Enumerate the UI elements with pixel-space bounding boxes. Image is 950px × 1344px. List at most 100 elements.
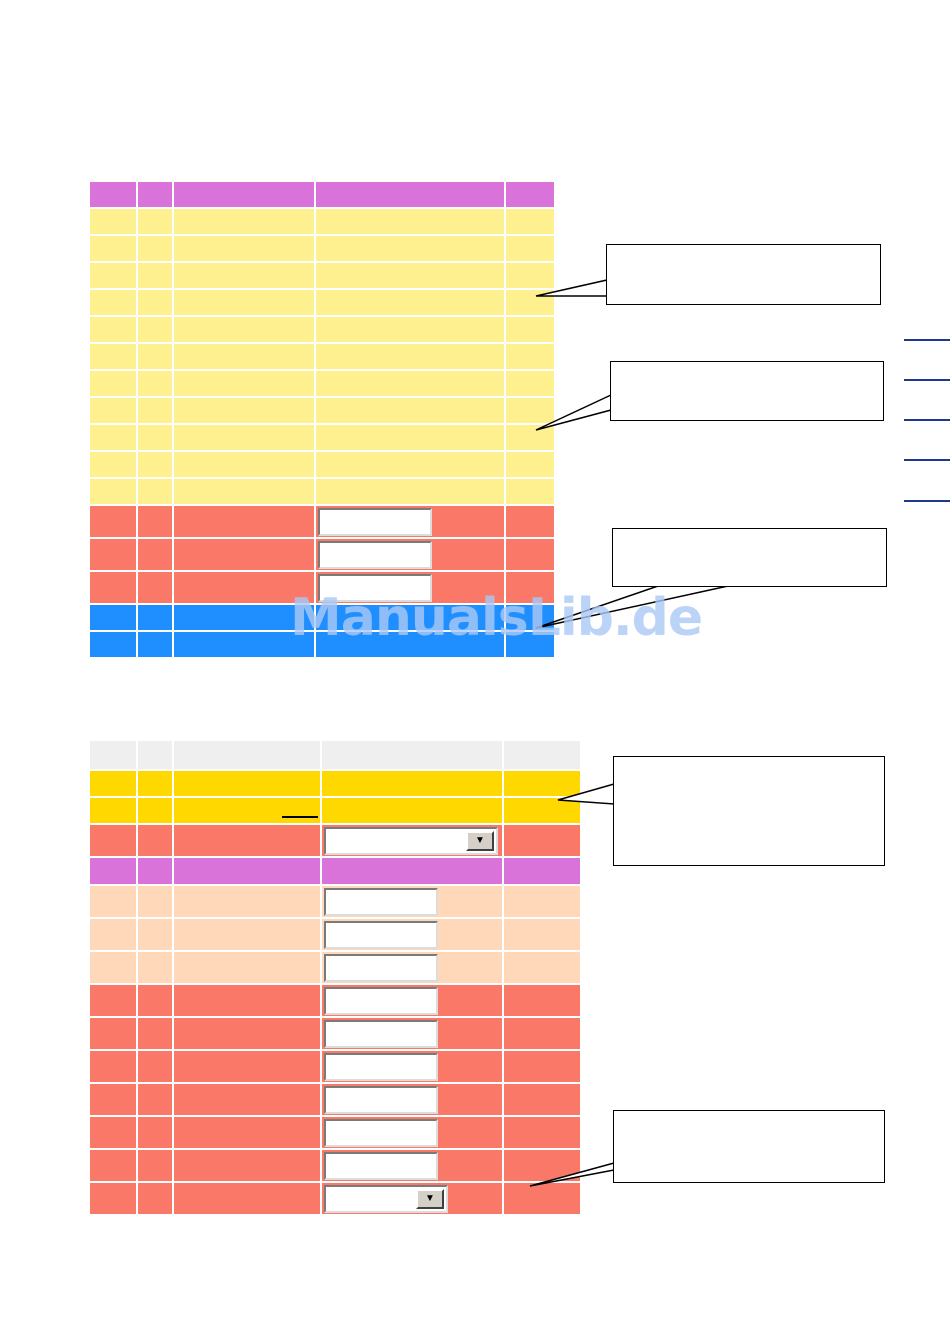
- text-input[interactable]: [318, 540, 432, 569]
- table-row: [88, 504, 556, 539]
- table-cell: [136, 477, 174, 506]
- table-row: [88, 1016, 582, 1051]
- callout-pointer-4: [557, 783, 615, 805]
- side-link-1[interactable]: [904, 339, 950, 341]
- table-cell: [88, 603, 138, 632]
- table-cell: [314, 288, 506, 317]
- table-cell: [504, 234, 556, 263]
- table-cell: [314, 504, 506, 539]
- text-input[interactable]: [324, 953, 438, 982]
- callout-box-2: [610, 361, 884, 421]
- table-cell: [88, 477, 138, 506]
- table-cell: [172, 423, 316, 452]
- table-cell: [172, 823, 322, 858]
- table-cell: [504, 537, 556, 572]
- table-cell: [88, 983, 138, 1018]
- side-link-5[interactable]: [904, 500, 950, 502]
- table-cell: [136, 917, 174, 952]
- callout-box-4: [613, 756, 885, 866]
- table-cell: [172, 504, 316, 539]
- table-cell: [172, 261, 316, 290]
- table-row: [88, 315, 556, 344]
- table-cell: [314, 450, 506, 479]
- table-cell: [172, 769, 322, 798]
- table-cell: [136, 315, 174, 344]
- table-cell: [172, 234, 316, 263]
- table-row: [88, 630, 556, 659]
- table-cell: [136, 342, 174, 371]
- table-cell: [88, 1016, 138, 1051]
- table-cell: [172, 288, 316, 317]
- table-cell: [314, 180, 506, 209]
- table-cell: [88, 917, 138, 952]
- text-input[interactable]: [324, 920, 438, 949]
- table-row: [88, 603, 556, 632]
- text-input[interactable]: [324, 1151, 438, 1180]
- text-input[interactable]: [324, 1052, 438, 1081]
- table-row: [88, 342, 556, 371]
- table-cell: [88, 823, 138, 858]
- table-cell: [88, 856, 138, 886]
- table-cell: [136, 950, 174, 985]
- text-input[interactable]: [318, 573, 432, 602]
- chevron-down-icon[interactable]: ▼: [466, 830, 494, 851]
- table-cell: [314, 423, 506, 452]
- table-cell: [136, 1016, 174, 1051]
- table-row: ▼: [88, 823, 582, 858]
- text-input[interactable]: [324, 986, 438, 1015]
- text-input[interactable]: [318, 507, 432, 536]
- table-cell: [88, 207, 138, 236]
- table-cell: [136, 884, 174, 919]
- table-cell: [172, 983, 322, 1018]
- table-cell: [136, 769, 174, 798]
- table-cell: [172, 477, 316, 506]
- side-link-4[interactable]: [904, 459, 950, 461]
- dropdown-select[interactable]: ▼: [324, 826, 498, 855]
- table-cell: [320, 1016, 504, 1051]
- side-link-3[interactable]: [904, 419, 950, 421]
- table-cell: [320, 1148, 504, 1183]
- text-input[interactable]: [324, 1085, 438, 1114]
- table-cell: [88, 315, 138, 344]
- table-row: [88, 796, 582, 825]
- callout-pointer-2: [535, 393, 612, 431]
- table-cell: [172, 630, 316, 659]
- table-cell: [88, 423, 138, 452]
- table-cell: [502, 1181, 582, 1216]
- table-cell: [502, 856, 582, 886]
- table-cell: [172, 1148, 322, 1183]
- table-cell: [136, 423, 174, 452]
- table-cell: [502, 1049, 582, 1084]
- text-input[interactable]: [324, 1118, 438, 1147]
- table-cell: [136, 570, 174, 605]
- callout-box-5: [613, 1110, 885, 1183]
- table-row: [88, 261, 556, 290]
- text-input[interactable]: [324, 1019, 438, 1048]
- table-cell: [88, 630, 138, 659]
- table-cell: [88, 950, 138, 985]
- chevron-down-icon[interactable]: ▼: [416, 1188, 444, 1209]
- side-link-2[interactable]: [904, 379, 950, 381]
- table-cell: [314, 342, 506, 371]
- table-cell: [320, 983, 504, 1018]
- dropdown-select[interactable]: ▼: [324, 1184, 448, 1213]
- table-row: ▼: [88, 1181, 582, 1216]
- table-cell: ▼: [320, 823, 504, 858]
- table-cell: [504, 450, 556, 479]
- settings-table-1: [88, 180, 556, 659]
- table-header-row: [88, 180, 556, 209]
- table-cell: [504, 630, 556, 659]
- table-cell: [504, 180, 556, 209]
- table-row: [88, 917, 582, 952]
- table-cell: [320, 1049, 504, 1084]
- text-input[interactable]: [324, 887, 438, 916]
- table-row: [88, 288, 556, 317]
- table-cell: [320, 950, 504, 985]
- table-cell: [314, 315, 506, 344]
- table-cell: [136, 1148, 174, 1183]
- table-cell: [502, 769, 582, 798]
- table-row: [88, 537, 556, 572]
- table-cell: [172, 1049, 322, 1084]
- callout-pointer-5: [529, 1162, 615, 1187]
- table-cell: [172, 856, 322, 886]
